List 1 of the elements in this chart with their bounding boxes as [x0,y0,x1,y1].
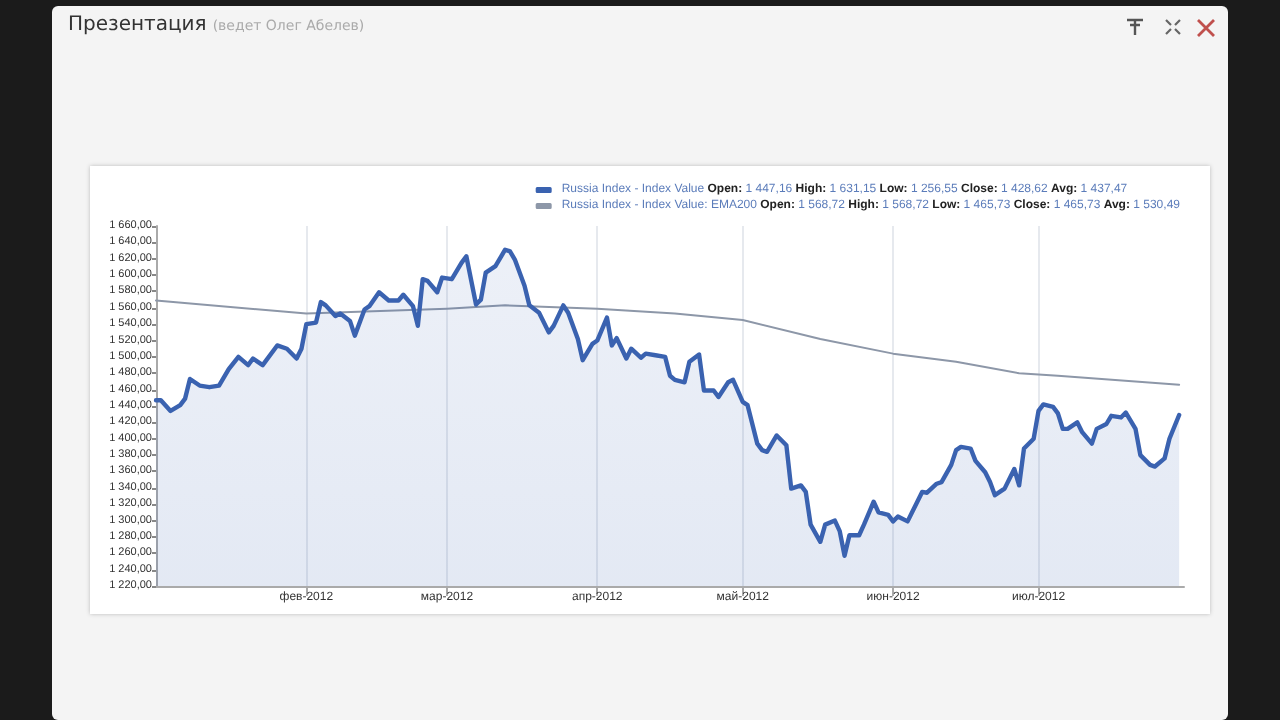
chart-title: Презентация [68,14,207,36]
